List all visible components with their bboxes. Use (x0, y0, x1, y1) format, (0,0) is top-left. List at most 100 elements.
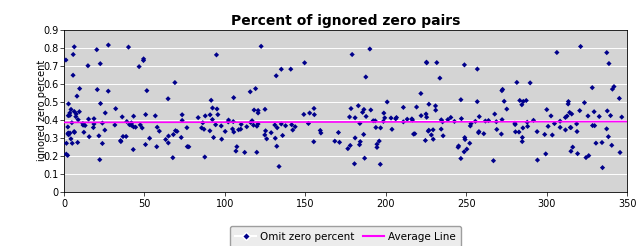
Point (63, 102, 74, 106)
Point (408, 118, 418, 122)
Point (497, 89, 507, 93)
Point (309, 113, 319, 117)
Point (572, 152, 582, 156)
Point (94, 134, 104, 138)
Point (252, 150, 262, 154)
Point (424, 128, 434, 132)
Point (111, 107, 121, 111)
Point (246, 121, 256, 124)
Point (398, 120, 408, 124)
Point (138, 57, 148, 61)
Point (499, 99, 509, 103)
Point (150, 114, 161, 118)
Point (490, 112, 500, 116)
Point (456, 156, 466, 160)
Point (449, 120, 460, 123)
Point (276, 122, 286, 126)
Point (66, 108, 76, 111)
Point (568, 145, 578, 149)
Point (472, 100, 483, 104)
Point (206, 98, 216, 102)
Point (211, 53, 221, 57)
Point (137, 126, 147, 130)
Point (465, 141, 475, 145)
Point (575, 45, 586, 48)
Point (239, 151, 250, 154)
Point (232, 145, 242, 149)
Point (67, 141, 77, 145)
Point (71, 115, 81, 119)
Point (193, 116, 204, 120)
Point (253, 111, 263, 115)
Point (95, 158, 105, 162)
Point (228, 120, 238, 123)
Point (602, 51, 612, 55)
Point (372, 145, 382, 149)
Point (460, 63, 470, 67)
Point (117, 115, 127, 119)
Point (549, 122, 559, 125)
Point (435, 76, 445, 80)
Point (532, 130, 542, 134)
Point (200, 114, 211, 118)
Point (416, 114, 426, 118)
Point (260, 133, 270, 137)
Point (63, 131, 74, 135)
Point (290, 125, 300, 129)
Point (154, 129, 164, 133)
Point (522, 124, 532, 128)
Point (480, 119, 490, 123)
Point (63, 114, 74, 118)
Point (541, 108, 552, 112)
Point (532, 158, 543, 162)
Point (285, 67, 296, 71)
Point (588, 123, 598, 127)
Point (280, 124, 291, 128)
Point (116, 139, 126, 143)
Point (207, 118, 218, 122)
Point (260, 129, 271, 133)
Point (609, 85, 619, 89)
Point (365, 47, 375, 51)
Point (63, 133, 74, 137)
Point (140, 143, 150, 147)
Point (245, 90, 255, 94)
Point (372, 142, 382, 146)
Point (84, 135, 94, 139)
Point (71, 112, 81, 116)
Point (370, 119, 380, 123)
Point (563, 100, 573, 104)
Point (347, 53, 357, 57)
Point (97, 141, 108, 145)
Point (391, 116, 401, 120)
Point (460, 138, 470, 141)
Point (316, 131, 326, 135)
Point (303, 122, 314, 125)
Point (207, 106, 218, 110)
Point (266, 131, 276, 135)
Point (410, 132, 420, 136)
Title: Percent of ignored zero pairs: Percent of ignored zero pairs (231, 14, 460, 28)
Point (74, 87, 84, 91)
Point (249, 108, 259, 112)
Point (562, 114, 572, 118)
Point (231, 149, 241, 153)
Point (375, 162, 385, 166)
Point (436, 118, 447, 122)
Point (607, 87, 618, 91)
Point (216, 124, 227, 128)
Point (88, 126, 99, 130)
Point (262, 137, 272, 141)
Point (438, 120, 448, 124)
Point (131, 125, 141, 129)
Point (616, 115, 627, 119)
Point (152, 145, 162, 149)
Point (223, 120, 234, 124)
Point (182, 126, 192, 130)
Point (349, 162, 360, 166)
Point (423, 129, 433, 133)
Point (360, 156, 370, 160)
Point (466, 122, 476, 125)
Point (614, 96, 625, 100)
Point (65, 111, 75, 115)
